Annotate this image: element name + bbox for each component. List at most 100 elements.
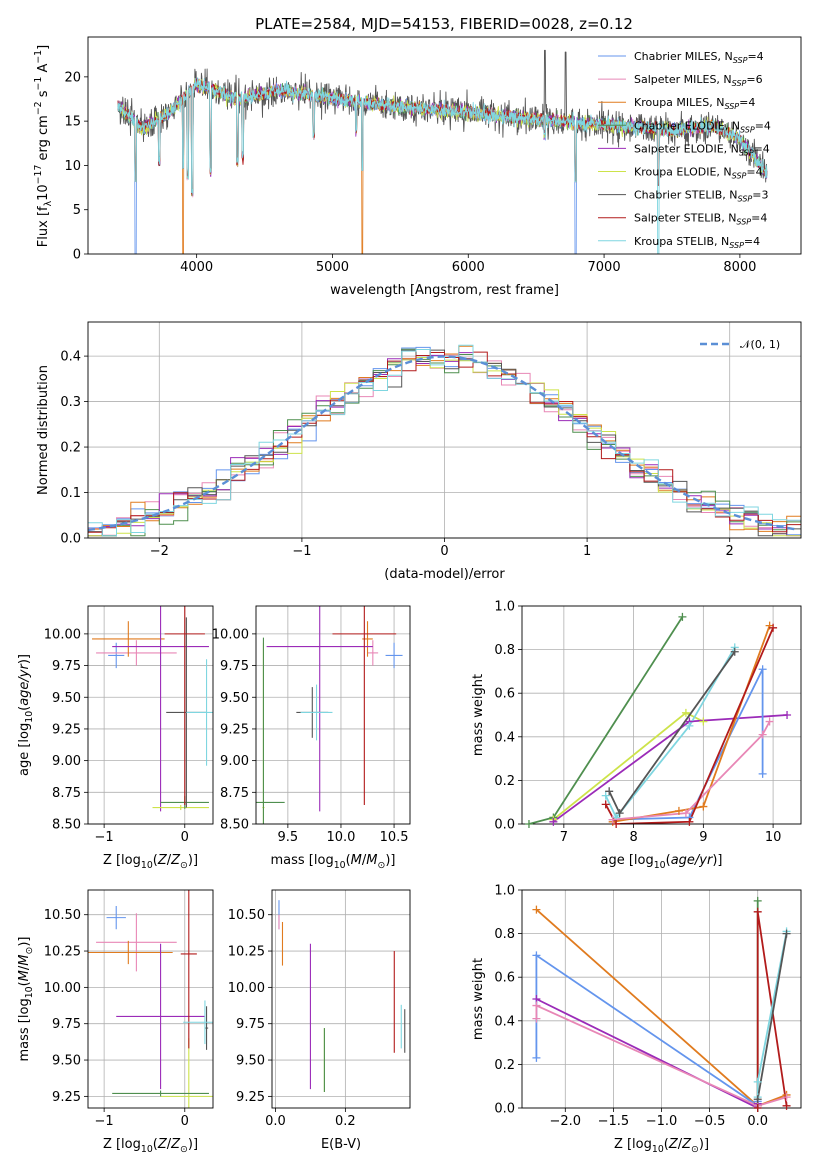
weight-marker-salpeter_miles — [758, 730, 767, 739]
y-tick-label: 8.50 — [220, 818, 249, 833]
x-tick-label: 6000 — [452, 260, 485, 275]
y-tick-label: 9.25 — [52, 1090, 81, 1105]
weight-marker-salpeter_elodie — [783, 711, 792, 719]
legend-label-normal: 𝒩(0, 1) — [740, 338, 780, 351]
weight-line-salpeter_miles — [612, 721, 771, 821]
legend-label-salpeter_elodie: Salpeter ELODIE, NSSP=4 — [634, 142, 770, 157]
plot-area — [278, 900, 406, 1093]
x-tick-label: 0 — [181, 1114, 189, 1129]
plot-area — [88, 344, 801, 537]
y-tick-label: 0.6 — [494, 971, 515, 986]
weight-marker-salpeter_elodie — [549, 817, 558, 826]
x-tick-label: 0.0 — [265, 1114, 286, 1129]
weight-marker-salpeter_miles — [608, 815, 617, 824]
x-tick-label: 9 — [699, 830, 707, 845]
y-tick-label: 9.75 — [52, 659, 81, 674]
legend-label-kroupa_stelib: Kroupa STELIB, NSSP=4 — [634, 235, 760, 250]
y-tick-label: 10 — [64, 159, 81, 174]
panel-residuals: −2 −1 0 1 2 0.0 0.1 0.2 0.3 0.4 𝒩(0, 1) (data-model… — [36, 321, 802, 582]
y-tick-label: 10.00 — [228, 981, 265, 996]
x-tick-label: −1.0 — [646, 1114, 678, 1129]
x-tick-label: −2.0 — [550, 1114, 582, 1129]
y-tick-label: 9.50 — [236, 1054, 265, 1069]
weight-marker-salpeter_miles — [532, 1001, 541, 1010]
panel-spectrum: 4000 5000 6000 7000 8000 0 5 10 15 20 wavelength [… — [33, 36, 802, 298]
x-tick-label: −1 — [292, 544, 311, 559]
y-tick-label: 0.0 — [494, 818, 515, 833]
x-tick-label: 5000 — [316, 260, 349, 275]
weight-marker-salpeter_stelib — [685, 817, 694, 826]
panel-age_vs_mass: 9.5 10.0 10.5 8.50 8.75 9.00 9.25 9.50 9.75 10.00… — [212, 605, 411, 871]
x-axis-label: age [log10(age/yr)] — [600, 853, 722, 871]
x-axis-label: wavelength [Angstrom, rest frame] — [330, 283, 559, 298]
y-tick-label: 9.50 — [52, 1054, 81, 1069]
y-tick-label: 9.25 — [236, 1090, 265, 1105]
legend: Chabrier MILES, NSSP=4 Salpeter MILES, NS… — [598, 50, 771, 250]
x-axis-label: E(B-V) — [321, 1137, 361, 1152]
legend-label-kroupa_miles: Kroupa MILES, NSSP=4 — [634, 96, 755, 111]
ticks: −1 0 9.25 9.50 9.75 10.00 10.25 10.50 — [44, 908, 189, 1129]
weight-marker-salpeter_stelib — [782, 1101, 791, 1110]
weight-marker-salpeter_stelib — [753, 907, 762, 916]
x-tick-label: 0 — [440, 544, 448, 559]
weight-marker-chabrier_miles — [532, 951, 541, 960]
weight-line-kroupa_stelib — [604, 646, 736, 820]
weight-marker-kroupa_stelib — [601, 791, 610, 800]
axes-frame — [87, 36, 802, 255]
y-tick-label: 0.6 — [494, 687, 515, 702]
weight-marker-chabrier_elodie — [524, 820, 533, 828]
y-tick-label: 10.25 — [228, 945, 265, 960]
y-tick-label: 20 — [64, 70, 81, 85]
plot-area — [256, 606, 403, 824]
y-axis-label: Normed distribution — [36, 365, 51, 495]
ticks: 4000 5000 6000 7000 8000 0 5 10 15 20 — [64, 70, 756, 275]
weight-marker-chabrier_stelib — [615, 809, 624, 818]
y-tick-label: 9.25 — [52, 722, 81, 737]
x-tick-label: 10.0 — [326, 830, 355, 845]
y-tick-label: 0.8 — [494, 643, 515, 658]
weight-line-chabrier_stelib — [756, 933, 788, 1100]
y-tick-label: 0.4 — [494, 730, 515, 745]
x-tick-label: 0.0 — [747, 1114, 768, 1129]
axes-frame — [521, 605, 802, 825]
x-tick-label: −1.5 — [598, 1114, 630, 1129]
weight-marker-kroupa_elodie — [699, 717, 708, 726]
y-tick-label: 9.75 — [52, 1017, 81, 1032]
panel-mass_weight_vs_Z: −2.0 −1.5 −1.0 −0.5 0.0 0.0 0.2 0.4 0.6 0.8 1.0 Z [… — [471, 884, 802, 1155]
x-axis-label: Z [log10(Z/Z⊙)] — [614, 1137, 709, 1155]
x-axis-label: Z [log10(Z/Z⊙)] — [103, 1137, 198, 1155]
y-tick-label: 0.2 — [494, 1058, 515, 1073]
panel-mass_vs_ebv: 0.0 0.2 9.25 9.50 9.75 10.00 10.25 10.50 E(B-V) — [228, 889, 411, 1152]
y-tick-label: 0.3 — [60, 395, 81, 410]
ticks: 9.5 10.0 10.5 8.50 8.75 9.00 9.25 9.50 9.75 10.00 — [212, 627, 409, 845]
x-tick-label: 8 — [629, 830, 637, 845]
y-tick-label: 1.0 — [494, 884, 515, 899]
x-tick-label: 2 — [726, 544, 734, 559]
axes-frame — [87, 321, 802, 539]
y-tick-label: 0.4 — [60, 350, 81, 365]
legend-label-kroupa_elodie: Kroupa ELODIE, NSSP=4 — [634, 166, 763, 181]
x-tick-label: −2 — [150, 544, 169, 559]
x-tick-label: 0 — [181, 830, 189, 845]
weight-line-salpeter_elodie — [552, 714, 788, 823]
x-axis-label: Z [log10(Z/Z⊙)] — [103, 853, 198, 871]
x-tick-label: 10.5 — [380, 830, 409, 845]
y-tick-label: 9.00 — [220, 754, 249, 769]
panel-age_vs_Z: −1 0 8.50 8.75 9.00 9.25 9.50 9.75 10.00 Z [log10… — [17, 605, 214, 871]
gridlines — [256, 606, 410, 825]
y-tick-label: 9.75 — [220, 659, 249, 674]
ticks: 7 8 9 10 0.0 0.2 0.4 0.6 0.8 1.0 — [494, 600, 781, 846]
weight-marker-chabrier_elodie — [678, 612, 687, 621]
y-tick-label: 10.50 — [228, 908, 265, 923]
weight-marker-kroupa_stelib — [685, 721, 694, 730]
y-tick-label: 0.0 — [60, 532, 81, 547]
weight-marker-chabrier_stelib — [730, 647, 739, 656]
gridlines — [88, 890, 213, 1108]
ticks: 0.0 0.2 9.25 9.50 9.75 10.00 10.25 10.50 — [228, 908, 356, 1129]
y-tick-label: 0.8 — [494, 927, 515, 942]
y-tick-label: 1.0 — [494, 600, 515, 615]
weight-marker-kroupa_stelib — [753, 1077, 762, 1086]
y-axis-label: mass weight — [471, 674, 486, 756]
y-axis-label: mass weight — [471, 958, 486, 1040]
